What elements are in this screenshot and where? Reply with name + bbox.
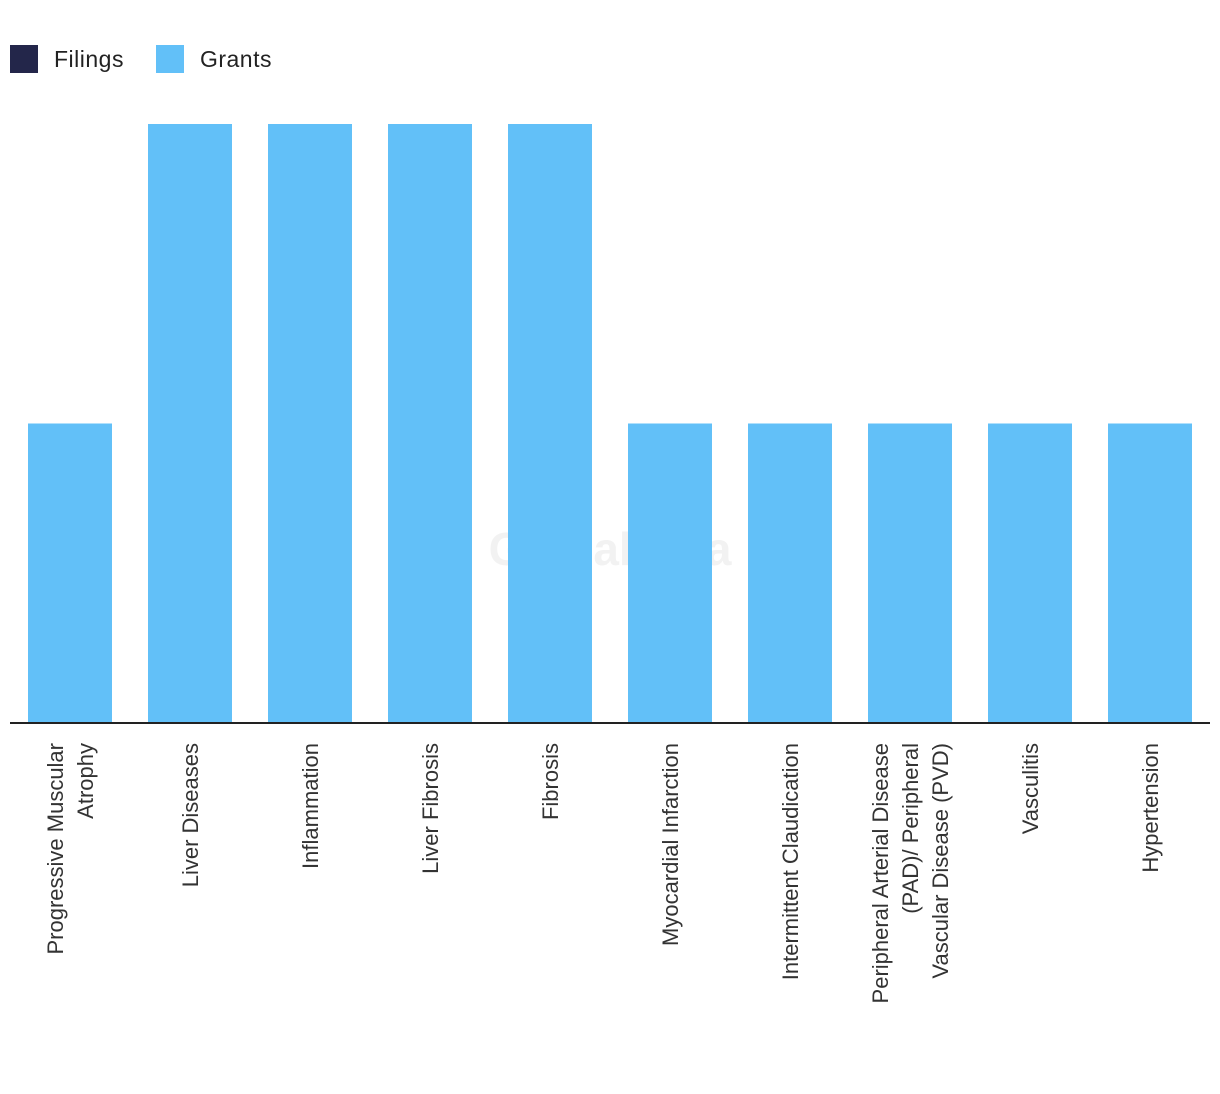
bar-grants-3 [388,124,472,723]
legend-swatch-filings [10,45,38,73]
legend-label-grants: Grants [199,45,272,72]
x-tick-label-8: Vasculitis [1018,743,1043,834]
bar-grants-1 [148,124,232,723]
x-tick-label-line: Intermittent Claudication [778,743,803,980]
x-tick-label-line: Liver Fibrosis [418,743,443,874]
x-tick-label-line: Fibrosis [538,743,563,820]
bars-group [28,124,1192,723]
x-tick-label-4: Fibrosis [538,743,563,820]
x-tick-label-line: Vascular Disease (PVD) [928,743,953,979]
bar-grants-7 [868,423,952,723]
x-tick-label-line: Peripheral Arterial Disease [868,743,893,1003]
bar-grants-0 [28,423,112,723]
chart-legend: Filings Grants [10,42,304,76]
bar-grants-5 [628,423,712,723]
x-tick-label-line: Hypertension [1138,743,1163,873]
x-tick-label-line: Myocardial Infarction [658,743,683,946]
x-tick-label-line: Liver Diseases [178,743,203,887]
x-tick-label-line: (PAD)/ Peripheral [898,743,923,914]
x-tick-label-2: Inflammation [298,743,323,869]
bar-grants-6 [748,423,832,723]
x-tick-label-9: Hypertension [1138,743,1163,873]
category-labels-group: Progressive Muscular Atrophy Liver Disease… [43,743,1163,1003]
bar-grants-9 [1108,423,1192,723]
bar-grants-8 [988,423,1072,723]
x-tick-label-6: Intermittent Claudication [778,743,803,980]
x-tick-label-line: Inflammation [298,743,323,869]
x-tick-label-5: Myocardial Infarction [658,743,683,946]
x-tick-label-line: Vasculitis [1018,743,1043,834]
x-tick-label-1: Liver Diseases [178,743,203,887]
legend-item-filings: Filings [10,45,124,73]
legend-label-filings: Filings [54,45,124,72]
bar-grants-2 [268,124,352,723]
legend-item-grants: Grants [155,45,272,73]
bar-grants-4 [508,124,592,723]
x-tick-label-line: Atrophy [73,743,98,819]
x-tick-label-7: Peripheral Arterial Disease (PAD)/ Periph… [868,743,953,1003]
x-tick-label-3: Liver Fibrosis [418,743,443,874]
x-tick-label-line: Progressive Muscular [43,743,68,955]
legend-swatch-grants [155,45,184,73]
x-tick-label-0: Progressive Muscular Atrophy [43,743,98,955]
